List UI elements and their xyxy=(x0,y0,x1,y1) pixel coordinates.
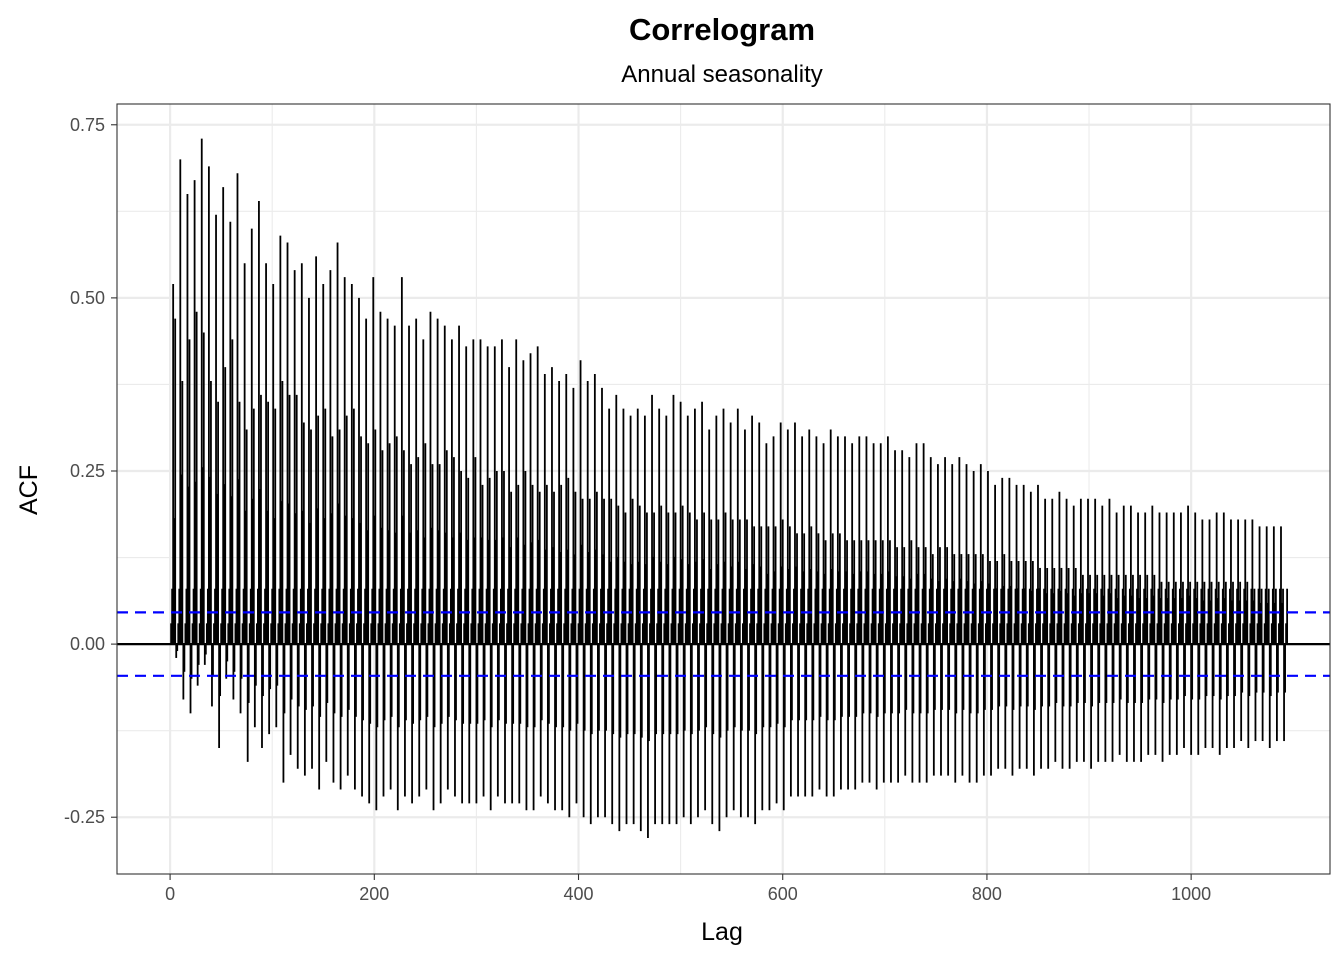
y-tick-label: 0.50 xyxy=(70,288,105,308)
grid-lines xyxy=(117,104,1330,874)
x-tick-label: 200 xyxy=(359,884,389,904)
y-tick-label: 0.25 xyxy=(70,461,105,481)
y-tick-label: -0.25 xyxy=(64,807,105,827)
chart-subtitle: Annual seasonality xyxy=(621,61,822,88)
x-tick-label: 800 xyxy=(972,884,1002,904)
x-tick-label: 400 xyxy=(563,884,593,904)
acf-bars xyxy=(170,138,1289,838)
x-tick-label: 600 xyxy=(768,884,798,904)
axis-ticks: 0 200 400 600 800 1000 -0.25 0.00 0.25 0.50 0.75 xyxy=(64,115,1211,904)
plot-panel-border xyxy=(116,103,1331,875)
chart-title: Correlogram xyxy=(629,12,815,47)
y-tick-label: 0.00 xyxy=(70,634,105,654)
y-axis-title: ACF xyxy=(15,465,43,515)
reference-lines xyxy=(117,611,1330,677)
x-tick-label: 1000 xyxy=(1171,884,1211,904)
x-axis-title: Lag xyxy=(701,918,743,946)
y-tick-label: 0.75 xyxy=(70,115,105,135)
x-tick-label: 0 xyxy=(165,884,175,904)
